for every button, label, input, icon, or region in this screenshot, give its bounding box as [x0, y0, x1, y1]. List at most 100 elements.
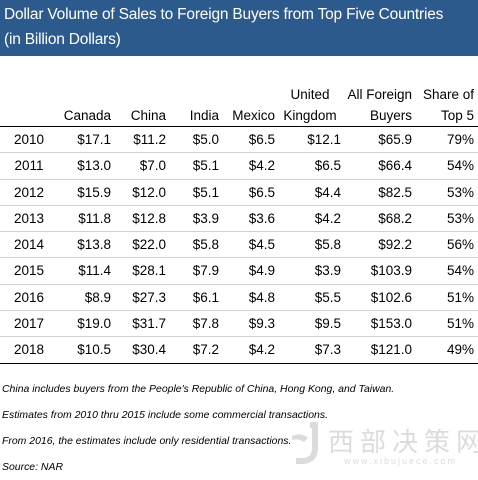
value-cell: 53% [416, 178, 478, 206]
value-cell: $15.9 [58, 178, 115, 206]
header-line-1 [58, 84, 111, 105]
title-banner: Dollar Volume of Sales to Foreign Buyers… [0, 0, 478, 56]
value-cell: $30.4 [115, 336, 170, 364]
value-cell: $7.3 [279, 336, 345, 364]
value-cell: 56% [416, 231, 478, 258]
value-cell: $103.9 [345, 257, 416, 285]
header-line-2: Mexico [232, 108, 275, 123]
value-cell: $7.0 [115, 152, 170, 180]
table-row: 2010 $17.1 $11.2 $5.0 $6.5 $12.1 $65.9 79% [0, 127, 478, 153]
value-cell: $3.6 [223, 204, 279, 232]
table-body: 2010 $17.1 $11.2 $5.0 $6.5 $12.1 $65.9 79% 2011 $… [0, 127, 478, 364]
column-header: Canada [58, 76, 115, 127]
value-cell: $6.5 [279, 152, 345, 180]
value-cell: $82.5 [345, 178, 416, 206]
value-cell: 54% [416, 257, 478, 285]
header-line-2: Buyers [369, 108, 412, 123]
value-cell: $4.2 [279, 204, 345, 232]
header-line-2: Kingdom [283, 108, 337, 123]
value-cell: $4.8 [223, 283, 279, 311]
header-line-2: Top 5 [440, 108, 474, 123]
year-cell: 2015 [0, 257, 58, 285]
watermark-url: www.xibujuece.com [344, 456, 458, 466]
year-cell: 2010 [13, 132, 45, 147]
value-cell: $5.1 [170, 152, 223, 180]
column-header: China [115, 76, 170, 127]
value-cell: $8.9 [58, 283, 115, 311]
sales-table: Canada China India Mexico United Kingdom Al… [0, 76, 478, 364]
year-cell: 2011 [0, 152, 58, 180]
value-cell: $6.5 [223, 178, 279, 206]
header-line-1 [0, 105, 54, 126]
value-cell: $68.2 [345, 204, 416, 232]
value-cell: $27.3 [115, 283, 170, 311]
header-line-2: India [189, 108, 219, 123]
year-cell: 2014 [0, 231, 58, 258]
value-cell: 51% [416, 283, 478, 311]
value-cell: $9.3 [223, 310, 279, 337]
value-cell: $6.5 [248, 132, 275, 147]
value-cell: $13.8 [58, 231, 115, 258]
value-cell: $153.0 [345, 310, 416, 337]
value-cell: $11.2 [133, 132, 166, 147]
value-cell: $102.6 [345, 283, 416, 311]
title-line-1: Dollar Volume of Sales to Foreign Buyers… [4, 6, 444, 23]
value-cell: $3.9 [279, 257, 345, 285]
value-cell: 51% [416, 310, 478, 337]
year-cell: 2017 [0, 310, 58, 337]
value-cell: $92.2 [345, 231, 416, 258]
value-cell: $10.5 [58, 336, 115, 364]
value-cell: $4.5 [223, 231, 279, 258]
value-cell: $65.9 [378, 132, 412, 147]
value-cell: $7.8 [170, 310, 223, 337]
value-cell: $5.1 [170, 178, 223, 206]
value-cell: $12.8 [115, 204, 170, 232]
value-cell: $5.8 [170, 231, 223, 258]
column-header: India [170, 76, 223, 127]
header-line-2: China [130, 108, 166, 123]
value-cell: $9.5 [279, 310, 345, 337]
header-line-1 [170, 84, 219, 105]
value-cell: 53% [416, 204, 478, 232]
table-row: 2014 $13.8 $22.0 $5.8 $4.5 $5.8 $92.2 56% [0, 231, 478, 258]
watermark-text: 西部决策网 [328, 428, 478, 458]
column-header: Mexico [223, 76, 279, 127]
value-cell: $66.4 [345, 152, 416, 180]
value-cell: $7.9 [170, 257, 223, 285]
source-note: Source: NAR [2, 461, 64, 473]
footnote: Estimates from 2010 thru 2015 include so… [2, 409, 329, 421]
footnotes: China includes buyers from the People's … [2, 376, 472, 480]
table-row: 2012 $15.9 $12.0 $5.1 $6.5 $4.4 $82.5 53% [0, 178, 478, 206]
table-row: 2013 $11.8 $12.8 $3.9 $3.6 $4.2 $68.2 53% [0, 204, 478, 232]
value-cell: $7.2 [170, 336, 223, 364]
table-row: 2017 $19.0 $31.7 $7.8 $9.3 $9.5 $153.0 51% [0, 310, 478, 337]
value-cell: $22.0 [115, 231, 170, 258]
value-cell: $11.4 [58, 257, 115, 285]
header-line-1: United [290, 87, 330, 102]
header-line-1: Share of [422, 87, 474, 102]
value-cell: $28.1 [115, 257, 170, 285]
table-row: 2016 $8.9 $27.3 $6.1 $4.8 $5.5 $102.6 51% [0, 283, 478, 311]
value-cell: $13.0 [58, 152, 115, 180]
column-header: All Foreign Buyers [345, 76, 416, 127]
header-year [0, 76, 58, 127]
value-cell: $31.7 [115, 310, 170, 337]
year-cell: 2018 [0, 336, 58, 364]
value-cell: 54% [416, 152, 478, 180]
watermark: 西部决策网 www.xibujuece.com [284, 418, 478, 474]
table-row: 2018 $10.5 $30.4 $7.2 $4.2 $7.3 $121.0 49% [0, 336, 478, 364]
table-row: 2011 $13.0 $7.0 $5.1 $4.2 $6.5 $66.4 54% [0, 152, 478, 180]
footnote: China includes buyers from the People's … [2, 383, 395, 395]
value-cell: $4.2 [223, 336, 279, 364]
title-line-2: (in Billion Dollars) [4, 31, 121, 48]
value-cell: $12.1 [307, 132, 341, 147]
header-row: Canada China India Mexico United Kingdom Al… [0, 76, 478, 127]
header-line-1 [115, 84, 166, 105]
value-cell: $5.8 [279, 231, 345, 258]
value-cell: $6.1 [170, 283, 223, 311]
value-cell: 79% [446, 132, 474, 147]
value-cell: $4.4 [279, 178, 345, 206]
year-cell: 2012 [0, 178, 58, 206]
table-row: 2015 $11.4 $28.1 $7.9 $4.9 $3.9 $103.9 54% [0, 257, 478, 285]
value-cell: 49% [416, 336, 478, 364]
